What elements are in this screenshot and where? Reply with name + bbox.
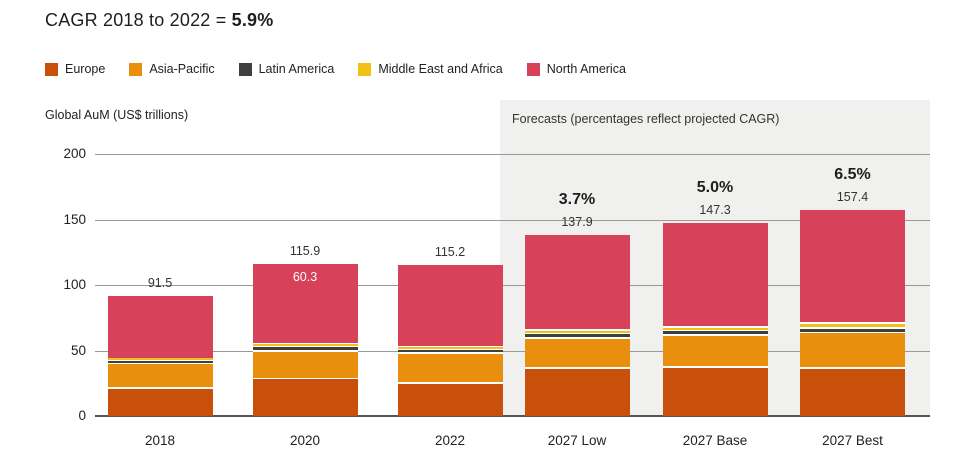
bar-segment-north-america [397,265,503,347]
bar-segment-latin-america [252,347,358,350]
bar-segment-latin-america [800,328,905,332]
bar-segment-north-america [662,223,768,326]
stacked-bar-2020: 60.3 [252,264,358,416]
gridline [95,350,930,352]
x-tick-label: 2027 Best [822,433,883,448]
bar-segment-latin-america [397,350,503,353]
legend-item: Europe [45,62,105,76]
bar-segment-north-america [524,235,630,330]
bar-segment-asia-pacific [524,338,630,367]
chart-title: CAGR 2018 to 2022 = 5.9% [45,10,273,31]
bar-segment-north-america [800,209,905,323]
bar-segment-north-america [252,264,358,344]
bar-segment-asia-pacific [662,335,768,367]
legend-item: Latin America [238,62,335,76]
gridline [95,285,930,286]
bar-segment-europe [397,383,503,416]
bar-cagr-label: 5.0% [696,179,734,197]
legend-swatch-icon [45,62,58,76]
bar-segment-europe [524,368,630,416]
legend-item: North America [526,62,626,76]
bar-segment-middle-east-and-africa [662,327,768,330]
stacked-bar-2027-low [524,235,630,416]
stacked-bar-2027-base [662,223,768,416]
forecast-panel-label: Forecasts (percentages reflect projected… [512,112,780,126]
bar-segment-middle-east-and-africa [524,330,630,333]
bar-total-label: 115.2 [434,245,466,260]
legend-swatch-icon [358,62,372,76]
bar-segment-middle-east-and-africa [397,347,503,349]
bar-total-label: 91.5 [147,276,173,291]
legend-item: Middle East and Africa [358,62,503,76]
stacked-bar-2018 [107,296,213,416]
x-tick-label: 2018 [144,433,176,448]
bar-segment-europe [800,368,905,416]
bar-segment-europe [662,368,768,416]
y-tick-label: 200 [63,146,86,161]
bar-segment-north-america [107,296,213,358]
bar-segment-middle-east-and-africa [800,324,905,327]
x-tick-label: 2027 Base [682,433,748,448]
bar-total-label: 115.9 [289,244,321,259]
x-axis-baseline [95,415,930,417]
x-tick-label: 2027 Low [547,433,607,448]
bar-cagr-label: 6.5% [834,165,871,183]
chart-title-highlight: 5.9% [231,10,274,30]
bar-segment-asia-pacific [800,333,905,367]
gridline [95,219,930,221]
bar-cagr-label: 3.7% [558,191,596,209]
legend-label: Latin America [258,62,335,76]
bar-segment-europe [107,389,213,416]
bar-total-label: 147.3 [699,203,731,218]
stacked-bar-2022 [397,265,503,416]
bar-segment-latin-america [107,361,213,363]
y-tick-label: 50 [70,342,86,358]
bar-segment-middle-east-and-africa [107,358,213,360]
legend-swatch-icon [526,62,540,76]
bar-segment-latin-america [524,334,630,337]
bar-segment-asia-pacific [397,354,503,382]
bar-segment-latin-america [662,331,768,335]
y-axis-title: Global AuM (US$ trillions) [45,108,189,122]
chart-title-text: CAGR 2018 to 2022 = [45,10,232,30]
legend: Europe Asia-Pacific Latin America Middle Ea… [45,62,626,76]
bar-segment-europe [252,379,358,416]
x-tick-label: 2020 [289,433,321,448]
gridline [95,154,930,155]
bar-inner-segment-label: 60.3 [292,270,318,285]
legend-label: Europe [65,62,106,76]
bar-total-label: 137.9 [561,215,593,230]
legend-label: Middle East and Africa [378,62,503,76]
bar-segment-asia-pacific [107,364,213,388]
legend-swatch-icon [129,62,143,76]
legend-label: North America [546,62,626,76]
bar-segment-asia-pacific [252,351,358,378]
legend-label: Asia-Pacific [149,62,215,76]
x-tick-label: 2022 [434,433,466,448]
y-tick-label: 100 [63,277,86,292]
stacked-bar-2027-best [800,209,905,416]
legend-item: Asia-Pacific [129,62,215,76]
bar-segment-middle-east-and-africa [252,344,358,346]
legend-swatch-icon [238,62,252,76]
y-tick-label: 150 [63,211,86,227]
y-tick-label: 0 [78,408,86,423]
bar-total-label: 157.4 [836,189,869,204]
